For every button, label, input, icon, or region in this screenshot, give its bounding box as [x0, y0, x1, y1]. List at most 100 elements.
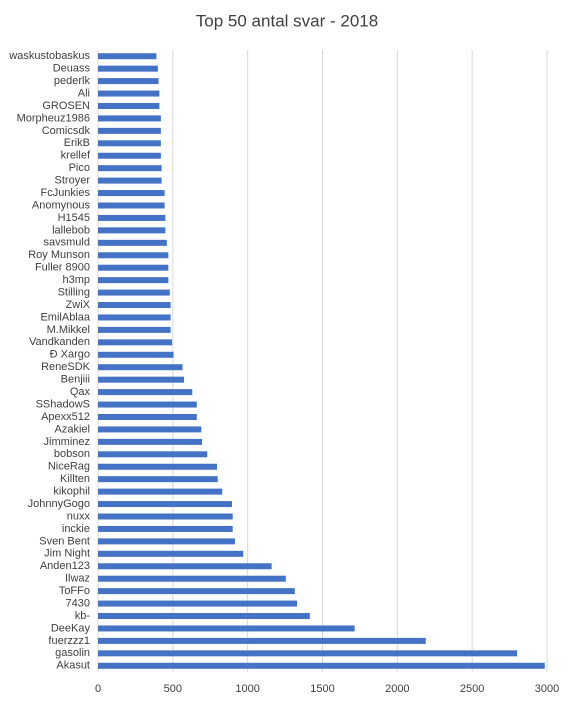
y-tick-label: waskustobaskus [8, 50, 90, 62]
chart-title: Top 50 antal svar - 2018 [196, 11, 378, 30]
bar [98, 488, 223, 495]
bar [98, 277, 169, 284]
y-tick-label: JohnnyGogo [28, 498, 90, 510]
y-tick-label: savsmuld [44, 237, 90, 249]
bar [98, 264, 169, 271]
x-tick-label: 1500 [310, 683, 334, 695]
y-tick-label: SShadowS [36, 398, 90, 410]
y-tick-label: kb- [75, 610, 91, 622]
y-tick-label: Killten [60, 473, 90, 485]
bar [98, 127, 161, 134]
bar [98, 538, 235, 545]
bar [98, 115, 161, 122]
bar [98, 588, 295, 595]
y-tick-label: Ð Xargo [50, 349, 90, 361]
bar [98, 600, 298, 607]
bar [98, 413, 197, 420]
bar [98, 550, 244, 557]
bar [98, 401, 197, 408]
y-tick-label: Stilling [58, 286, 90, 298]
bar [98, 662, 545, 669]
y-tick-label: pederlk [54, 75, 91, 87]
bar [98, 214, 166, 221]
bar [98, 613, 310, 620]
bar [98, 289, 170, 296]
y-tick-label: ReneSDK [41, 361, 91, 373]
bar [98, 501, 232, 508]
bar [98, 575, 286, 582]
y-tick-label: 7430 [66, 597, 90, 609]
bar [98, 202, 165, 209]
bar [98, 650, 518, 657]
x-tick-label: 2500 [460, 683, 484, 695]
bar [98, 525, 233, 532]
y-tick-label: ErikB [64, 137, 90, 149]
bar [98, 389, 193, 396]
bar [98, 90, 160, 97]
bar [98, 637, 426, 644]
y-tick-label: Fuller 8900 [35, 262, 90, 274]
y-tick-label: nuxx [67, 510, 91, 522]
bar [98, 177, 162, 184]
x-tick-label: 1000 [235, 683, 259, 695]
y-tick-label: Pico [69, 162, 90, 174]
y-tick-label: Akasut [56, 660, 90, 672]
y-tick-label: Morpheuz1986 [17, 112, 90, 124]
y-tick-label: Stroyer [55, 175, 91, 187]
bar [98, 53, 157, 60]
y-tick-label: NiceRag [48, 461, 90, 473]
y-tick-label: Ali [78, 87, 90, 99]
y-tick-label: Vandkanden [29, 336, 90, 348]
bar [98, 364, 183, 371]
bar [98, 239, 167, 246]
y-tick-label: ToFFo [59, 585, 90, 597]
y-tick-label: Sven Bent [39, 535, 90, 547]
y-tick-label: Jimminez [44, 436, 90, 448]
y-tick-label: inckie [62, 523, 90, 535]
y-tick-label: Benjiii [61, 374, 90, 386]
y-tick-label: fuerzzz1 [48, 635, 90, 647]
bar [98, 65, 158, 72]
x-tick-label: 0 [95, 683, 101, 695]
x-tick-label: 3000 [535, 683, 559, 695]
bar [98, 140, 161, 147]
y-tick-label: krellef [61, 150, 91, 162]
y-tick-label: Anomynous [32, 199, 91, 211]
y-tick-label: Apexx512 [41, 411, 90, 423]
y-tick-label: Jim Night [44, 548, 90, 560]
bar [98, 463, 217, 470]
y-tick-label: kikophil [53, 486, 90, 498]
bar [98, 476, 218, 483]
y-tick-label: Azakiel [55, 423, 90, 435]
bar [98, 252, 169, 259]
bar [98, 152, 161, 159]
bar [98, 314, 171, 321]
bar [98, 351, 174, 358]
y-tick-label: EmilAblaa [40, 311, 90, 323]
y-tick-label: Comicsdk [42, 125, 91, 137]
y-tick-label: H1545 [58, 212, 90, 224]
bar [98, 227, 166, 234]
bar [98, 326, 171, 333]
y-tick-label: FcJunkies [40, 187, 90, 199]
y-tick-label: h3mp [62, 274, 90, 286]
y-tick-label: DeeKay [51, 622, 91, 634]
bar [98, 451, 208, 458]
bar [98, 302, 171, 309]
bar [98, 438, 203, 445]
y-tick-label: gasolin [55, 647, 90, 659]
bar [98, 190, 165, 197]
y-tick-label: ZwiX [66, 299, 91, 311]
y-tick-label: GROSEN [42, 100, 90, 112]
bar [98, 563, 272, 570]
y-tick-label: bobson [54, 448, 90, 460]
bar [98, 339, 173, 346]
y-tick-label: Deuass [53, 63, 91, 75]
bar [98, 513, 233, 520]
y-tick-label: Qax [70, 386, 91, 398]
y-tick-label: M.Mikkel [47, 324, 90, 336]
y-tick-label: Anden123 [40, 560, 90, 572]
y-tick-label: lallebob [52, 224, 90, 236]
x-tick-label: 2000 [385, 683, 409, 695]
